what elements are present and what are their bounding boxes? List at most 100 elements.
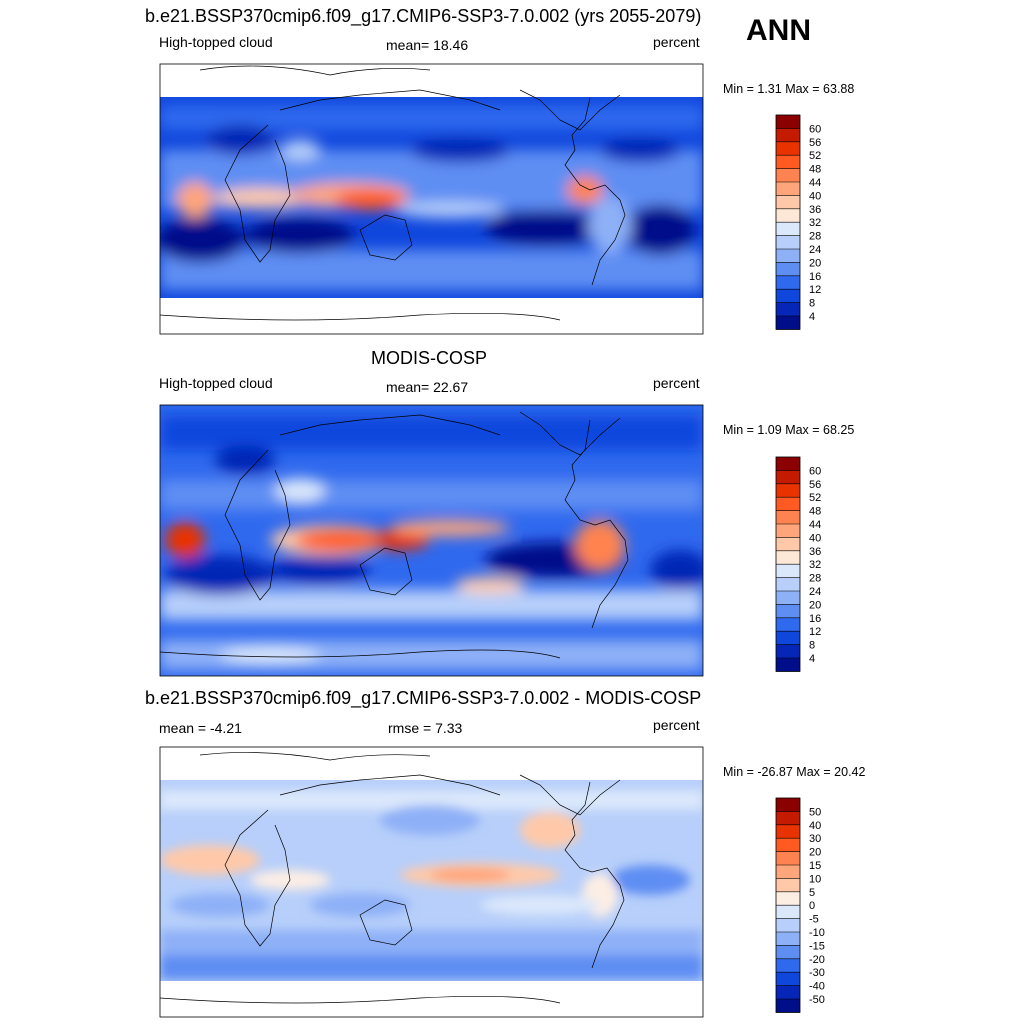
panel1-map bbox=[159, 63, 704, 335]
colorbar-swatch bbox=[776, 115, 800, 129]
colorbar-tick-label: -15 bbox=[809, 940, 825, 952]
colorbar-swatch bbox=[776, 524, 800, 538]
colorbar-swatch bbox=[776, 275, 800, 290]
colorbar-tick-label: 40 bbox=[809, 820, 821, 832]
colorbar-swatch bbox=[776, 824, 800, 839]
colorbar-swatch bbox=[776, 235, 800, 250]
colorbar-tick-label: -20 bbox=[809, 954, 825, 966]
colorbar-swatch bbox=[776, 851, 800, 866]
colorbar-swatch bbox=[776, 999, 800, 1013]
panel3-rmse-label: rmse = 7.33 bbox=[388, 720, 463, 736]
colorbar-swatch bbox=[776, 155, 800, 169]
colorbar-tick-label: 5 bbox=[809, 887, 815, 899]
colorbar-swatch bbox=[776, 537, 800, 552]
colorbar-tick-label: 44 bbox=[809, 519, 821, 531]
season-label: ANN bbox=[746, 14, 811, 47]
colorbar-swatch bbox=[776, 564, 800, 578]
panel2-mean-label: mean= 22.67 bbox=[386, 379, 469, 395]
colorbar-tick-label: 12 bbox=[809, 284, 821, 296]
colorbar-tick-label: 60 bbox=[809, 123, 821, 135]
colorbar-tick-label: 40 bbox=[809, 190, 821, 202]
colorbar-swatch bbox=[776, 591, 800, 605]
colorbar-tick-label: 40 bbox=[809, 532, 821, 544]
colorbar-swatch bbox=[776, 631, 800, 645]
colorbar-tick-label: -50 bbox=[809, 994, 825, 1006]
colorbar-tick-label: 36 bbox=[809, 546, 821, 558]
colorbar-swatch bbox=[776, 905, 800, 919]
colorbar-tick-label: -30 bbox=[809, 967, 825, 979]
colorbar-tick-label: 30 bbox=[809, 833, 821, 845]
colorbar-tick-label: 32 bbox=[809, 217, 821, 229]
colorbar-swatch bbox=[776, 168, 800, 183]
panel3-coastlines bbox=[159, 752, 625, 1004]
panel1-mean-label: mean= 18.46 bbox=[386, 37, 469, 53]
colorbar-tick-label: 20 bbox=[809, 257, 821, 269]
colorbar-tick-label: 50 bbox=[809, 806, 821, 818]
colorbar-tick-label: 20 bbox=[809, 599, 821, 611]
colorbar-tick-label: 28 bbox=[809, 231, 821, 243]
colorbar-tick-label: 56 bbox=[809, 137, 821, 149]
colorbar-swatch bbox=[776, 316, 800, 330]
colorbar-swatch bbox=[776, 289, 800, 303]
colorbar-tick-label: 56 bbox=[809, 479, 821, 491]
colorbar-swatch bbox=[776, 497, 800, 511]
colorbar-tick-label: 28 bbox=[809, 573, 821, 585]
panel2-map bbox=[159, 404, 704, 677]
colorbar-swatch bbox=[776, 658, 800, 672]
colorbar-tick-label: 15 bbox=[809, 860, 821, 872]
colorbar-swatch bbox=[776, 838, 800, 852]
panel1-units: percent bbox=[653, 34, 700, 50]
panel1-coastlines bbox=[159, 65, 626, 321]
colorbar-tick-label: -40 bbox=[809, 981, 825, 993]
panel1-left-label: High-topped cloud bbox=[159, 34, 273, 50]
colorbar-tick-label: 32 bbox=[809, 559, 821, 571]
colorbar-swatch bbox=[776, 932, 800, 946]
panel1-minmax: Min = 1.31 Max = 63.88 bbox=[723, 82, 855, 96]
colorbar-swatch bbox=[776, 208, 800, 223]
colorbar-tick-label: 52 bbox=[809, 150, 821, 162]
colorbar-swatch bbox=[776, 195, 800, 210]
colorbar-swatch bbox=[776, 958, 800, 973]
colorbar-swatch bbox=[776, 617, 800, 632]
colorbar-swatch bbox=[776, 249, 800, 263]
colorbar-tick-label: 24 bbox=[809, 244, 821, 256]
colorbar-swatch bbox=[776, 644, 800, 659]
colorbar-swatch bbox=[776, 972, 800, 986]
colorbar-swatch bbox=[776, 483, 800, 498]
colorbar-swatch bbox=[776, 811, 800, 826]
colorbar-swatch bbox=[776, 550, 800, 565]
colorbar-tick-label: -10 bbox=[809, 927, 825, 939]
panel3-mean-label: mean = -4.21 bbox=[159, 720, 242, 736]
colorbar-tick-label: 4 bbox=[809, 653, 815, 665]
colorbar-swatch bbox=[776, 128, 800, 143]
colorbar-tick-label: 16 bbox=[809, 613, 821, 625]
colorbar-tick-label: 0 bbox=[809, 900, 815, 912]
colorbar-tick-label: 24 bbox=[809, 586, 821, 598]
colorbar-swatch bbox=[776, 945, 800, 960]
colorbar-tick-label: 44 bbox=[809, 177, 821, 189]
panel2-title: MODIS-COSP bbox=[371, 348, 488, 368]
colorbar-swatch bbox=[776, 577, 800, 592]
colorbar-swatch bbox=[776, 918, 800, 933]
panel3-map bbox=[159, 746, 704, 1018]
colorbar-swatch bbox=[776, 510, 800, 525]
colorbar-swatch bbox=[776, 891, 800, 906]
colorbar-swatch bbox=[776, 985, 800, 1000]
colorbar-tick-label: 16 bbox=[809, 271, 821, 283]
colorbar-tick-label: -5 bbox=[809, 914, 819, 926]
colorbar-swatch bbox=[776, 865, 800, 879]
colorbar-tick-label: 8 bbox=[809, 298, 815, 310]
colorbar-swatch bbox=[776, 141, 800, 156]
panel3-units: percent bbox=[653, 717, 700, 733]
colorbar-tick-label: 4 bbox=[809, 311, 815, 323]
panel2-units: percent bbox=[653, 375, 700, 391]
colorbar-swatch bbox=[776, 182, 800, 196]
colorbar-tick-label: 8 bbox=[809, 640, 815, 652]
colorbar-swatch bbox=[776, 604, 800, 619]
colorbar-tick-label: 48 bbox=[809, 164, 821, 176]
panel3-title: b.e21.BSSP370cmip6.f09_g17.CMIP6-SSP3-7.… bbox=[145, 688, 702, 708]
